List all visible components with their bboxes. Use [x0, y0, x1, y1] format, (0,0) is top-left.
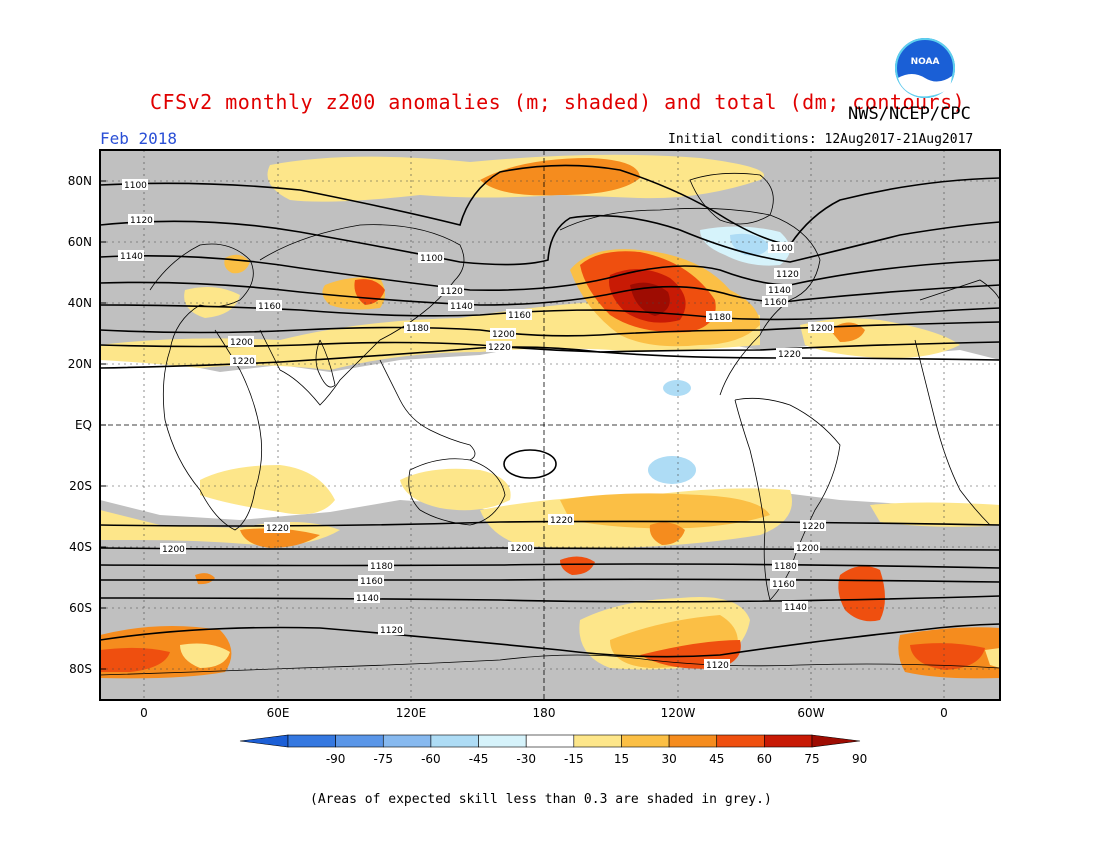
svg-text:1100: 1100	[124, 181, 147, 191]
svg-text:1120: 1120	[130, 216, 153, 226]
svg-text:1140: 1140	[784, 603, 807, 613]
svg-text:1220: 1220	[266, 524, 289, 534]
graticule	[100, 150, 1000, 700]
colorbar-arrow-high	[811, 734, 861, 748]
lat-label-60s: 60S	[69, 601, 92, 615]
colorbar-tick-label: -45	[469, 752, 489, 766]
skill-footnote: (Areas of expected skill less than 0.3 a…	[310, 792, 772, 807]
colorbar-box	[335, 734, 384, 748]
svg-text:1180: 1180	[774, 562, 797, 572]
colorbar-box	[668, 734, 718, 748]
lat-label-20s: 20S	[69, 479, 92, 493]
svg-text:1120: 1120	[440, 287, 463, 297]
svg-text:1200: 1200	[162, 545, 185, 555]
lat-label-80s: 80S	[69, 662, 92, 676]
svg-text:1100: 1100	[420, 254, 443, 264]
lat-label-eq: EQ	[75, 418, 92, 432]
lat-label-40s: 40S	[69, 540, 92, 554]
colorbar-box	[621, 734, 670, 748]
colorbar-box	[287, 734, 336, 748]
svg-text:1220: 1220	[778, 350, 801, 360]
lon-label-120e: 120E	[396, 706, 427, 720]
colorbar-tick-label: -30	[516, 752, 536, 766]
svg-text:1200: 1200	[510, 544, 533, 554]
svg-text:1180: 1180	[708, 313, 731, 323]
svg-text:1160: 1160	[360, 577, 383, 587]
contour-labels: 1100 1120 1140 1160 1200 1220 1100 1120 …	[118, 179, 834, 671]
svg-text:1160: 1160	[764, 298, 787, 308]
equator-dateline	[100, 150, 1000, 700]
colorbar-box	[764, 734, 813, 748]
svg-text:1120: 1120	[706, 661, 729, 671]
lat-label-60n: 60N	[68, 235, 92, 249]
lat-label-20n: 20N	[68, 357, 92, 371]
colorbar-tick-label: -75	[373, 752, 393, 766]
colorbar-tick-label: 75	[804, 752, 819, 766]
colorbar-box	[525, 734, 575, 748]
svg-text:1140: 1140	[450, 302, 473, 312]
colorbar-tick-label: 90	[852, 752, 867, 766]
svg-text:1200: 1200	[230, 338, 253, 348]
svg-text:1140: 1140	[120, 252, 143, 262]
colorbar-box	[478, 734, 527, 748]
negative-anomaly-shading	[648, 226, 790, 484]
svg-text:1180: 1180	[370, 562, 393, 572]
lon-label-0-right: 0	[940, 706, 948, 720]
height-contours	[100, 164, 1000, 658]
colorbar-box	[382, 734, 432, 748]
svg-text:1120: 1120	[776, 270, 799, 280]
colorbar-box	[716, 734, 765, 748]
colorbar-tick-label: -90	[326, 752, 346, 766]
lat-label-40n: 40N	[68, 296, 92, 310]
lat-ticks	[100, 180, 106, 670]
svg-text:1220: 1220	[232, 357, 255, 367]
svg-text:1220: 1220	[488, 343, 511, 353]
lon-label-120w: 120W	[661, 706, 696, 720]
noaa-logo-text: NOAA	[911, 57, 940, 67]
colorbar-tick-label: -60	[421, 752, 441, 766]
forecast-period: Feb 2018	[100, 129, 178, 148]
initial-conditions: Initial conditions: 12Aug2017-21Aug2017	[668, 132, 974, 147]
colorbar-tick-label: 60	[757, 752, 772, 766]
svg-text:1140: 1140	[768, 286, 791, 296]
colorbar-tick-label: 45	[709, 752, 724, 766]
svg-text:1120: 1120	[380, 626, 403, 636]
noaa-logo: NOAA	[895, 38, 955, 98]
positive-anomaly-shading	[100, 154, 1000, 679]
svg-text:1200: 1200	[796, 544, 819, 554]
colorbar-tick-label: -15	[564, 752, 584, 766]
svg-text:1140: 1140	[356, 594, 379, 604]
agency-label: NWS/NCEP/CPC	[848, 104, 971, 124]
svg-text:1220: 1220	[550, 516, 573, 526]
svg-text:1100: 1100	[770, 244, 793, 254]
colorbar-arrow-low	[239, 734, 289, 748]
svg-text:1180: 1180	[406, 324, 429, 334]
colorbar-box	[573, 734, 622, 748]
svg-text:1160: 1160	[258, 302, 281, 312]
svg-text:1200: 1200	[810, 324, 833, 334]
lon-label-180: 180	[533, 706, 556, 720]
lon-label-0: 0	[140, 706, 148, 720]
svg-text:1160: 1160	[508, 311, 531, 321]
lon-label-60e: 60E	[267, 706, 290, 720]
colorbar: -90 -75 -60 -45 -30 -15 15 30 45 60 75 90	[239, 734, 867, 766]
lon-label-60w: 60W	[797, 706, 824, 720]
chart-title: CFSv2 monthly z200 anomalies (m; shaded)…	[150, 90, 966, 114]
svg-text:1200: 1200	[492, 330, 515, 340]
svg-text:1220: 1220	[802, 522, 825, 532]
colorbar-box	[430, 734, 479, 748]
colorbar-tick-label: 30	[661, 752, 676, 766]
lat-label-80n: 80N	[68, 174, 92, 188]
colorbar-tick-label: 15	[614, 752, 629, 766]
svg-text:1160: 1160	[772, 580, 795, 590]
